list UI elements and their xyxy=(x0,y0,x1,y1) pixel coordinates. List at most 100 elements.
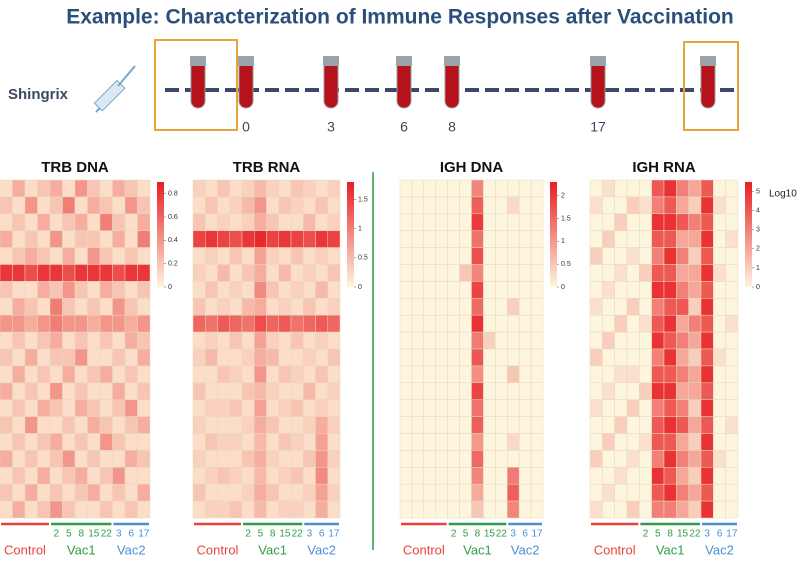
cell xyxy=(124,314,138,333)
cell xyxy=(399,399,413,417)
cell xyxy=(241,433,255,451)
cell xyxy=(399,365,413,384)
cell xyxy=(507,348,520,367)
cell xyxy=(530,382,544,400)
cell xyxy=(435,179,448,198)
column-label: 2 xyxy=(643,529,649,540)
cell xyxy=(62,450,76,468)
column-label: 3 xyxy=(510,529,516,540)
cell xyxy=(0,382,13,400)
cell xyxy=(278,298,292,316)
cell xyxy=(24,213,38,231)
cell xyxy=(303,247,316,265)
cell xyxy=(676,264,689,282)
cell xyxy=(278,196,292,215)
cell xyxy=(278,450,292,468)
cell xyxy=(205,399,218,417)
cell xyxy=(507,483,520,502)
cell xyxy=(399,247,413,265)
cell xyxy=(614,365,628,384)
cell xyxy=(87,213,101,231)
cell xyxy=(99,331,113,350)
cell xyxy=(676,450,689,468)
cell xyxy=(518,433,532,451)
cell xyxy=(713,365,726,384)
cell xyxy=(651,213,665,231)
cell xyxy=(700,399,714,417)
cell xyxy=(290,483,304,502)
cell xyxy=(614,213,628,231)
cell xyxy=(124,196,138,215)
column-label: 17 xyxy=(328,529,340,540)
cell xyxy=(327,281,341,299)
cell xyxy=(639,331,652,350)
cell xyxy=(663,467,677,485)
cell xyxy=(290,230,304,248)
cell xyxy=(62,467,76,485)
cell xyxy=(530,467,544,485)
cell xyxy=(602,298,615,316)
cell xyxy=(74,382,88,400)
cell xyxy=(205,213,218,231)
cell xyxy=(303,298,316,316)
cell xyxy=(589,365,603,384)
cell xyxy=(303,179,316,198)
cell xyxy=(205,500,218,519)
cell xyxy=(205,483,218,502)
cell xyxy=(700,416,714,434)
cell xyxy=(24,264,38,282)
cell xyxy=(507,298,520,316)
cell xyxy=(290,196,304,215)
cell xyxy=(495,230,508,248)
cell xyxy=(112,331,126,350)
cell xyxy=(62,213,76,231)
cell xyxy=(483,179,496,198)
cell xyxy=(423,348,437,367)
cell xyxy=(495,483,508,502)
colorbar-tick-label: 1 xyxy=(756,265,760,272)
cell xyxy=(411,281,425,299)
cell xyxy=(459,264,472,282)
cell xyxy=(266,399,279,417)
cell xyxy=(74,467,88,485)
cell xyxy=(589,196,603,215)
cell xyxy=(62,196,76,215)
cell xyxy=(99,450,113,468)
cell xyxy=(713,483,726,502)
cell xyxy=(217,230,230,248)
cell xyxy=(663,247,677,265)
cell xyxy=(254,331,267,350)
cell xyxy=(411,264,425,282)
cell xyxy=(205,348,218,367)
group-label: Control xyxy=(4,542,46,557)
cell xyxy=(266,500,279,519)
cell xyxy=(663,213,677,231)
cell xyxy=(447,213,460,231)
cell xyxy=(447,230,460,248)
cell xyxy=(192,281,206,299)
cell xyxy=(483,450,496,468)
cell xyxy=(614,331,628,350)
cell xyxy=(713,416,726,434)
cell xyxy=(713,450,726,468)
cell xyxy=(303,348,316,367)
cell xyxy=(663,230,677,248)
cell xyxy=(217,500,230,519)
column-label: 8 xyxy=(475,529,481,540)
cell xyxy=(518,450,532,468)
colorbar-tick-label: 1 xyxy=(358,226,362,233)
cell xyxy=(399,382,413,400)
cell xyxy=(700,467,714,485)
cell xyxy=(688,483,702,502)
cell xyxy=(626,281,640,299)
cell xyxy=(676,500,689,519)
cell xyxy=(518,348,532,367)
cell xyxy=(483,467,496,485)
cell xyxy=(483,348,496,367)
cell xyxy=(87,483,101,502)
cell xyxy=(495,247,508,265)
cell xyxy=(192,450,206,468)
column-label: 6 xyxy=(717,529,723,540)
cell xyxy=(278,264,292,282)
cell xyxy=(205,433,218,451)
